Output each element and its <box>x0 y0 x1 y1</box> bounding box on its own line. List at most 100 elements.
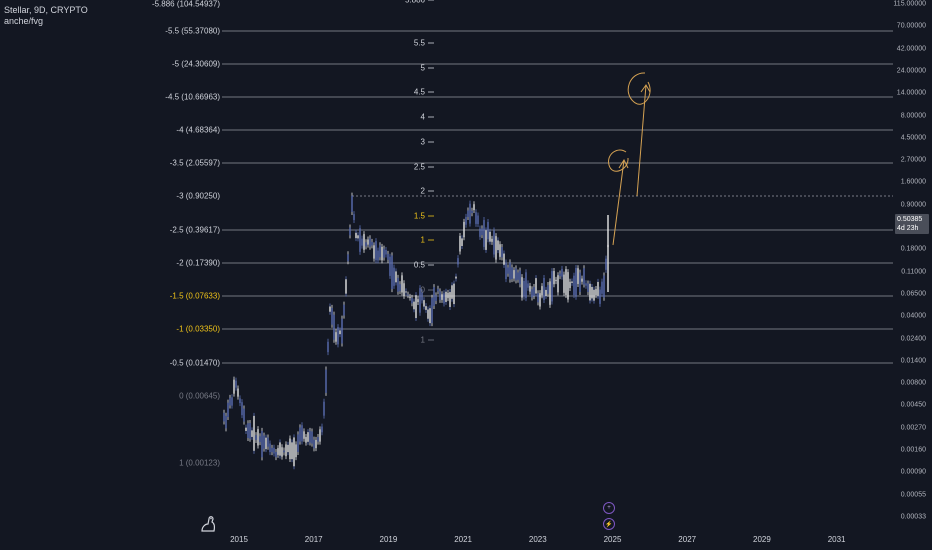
candle-body <box>393 267 395 286</box>
candle-body <box>511 267 513 280</box>
price-axis-label: 1.60000 <box>900 178 926 186</box>
candle-body <box>359 228 361 252</box>
candle-body <box>363 234 365 250</box>
candle-body <box>597 281 599 296</box>
wave-level-label: 2 <box>420 186 425 196</box>
time-axis-label: 2021 <box>454 535 472 544</box>
fib-level-label: -2.5 (0.39617) <box>169 225 220 235</box>
candle-body <box>591 286 593 299</box>
candle-body <box>559 273 561 277</box>
arrow-head-2 <box>640 84 651 93</box>
candle-body <box>431 297 433 324</box>
candle-body <box>233 379 235 394</box>
price-axis-label: 0.18000 <box>900 245 926 253</box>
fib-level-label: -4 (4.68364) <box>176 125 220 135</box>
candle-body <box>531 289 533 298</box>
candle-body <box>467 210 469 218</box>
candle-body <box>569 281 571 289</box>
symbol-title: Stellar, 9D, CRYPTO <box>4 5 88 15</box>
event-marker-plus-icon[interactable]: + <box>603 502 615 514</box>
wave-level-label: 4.5 <box>413 87 425 97</box>
candle-body <box>309 430 311 443</box>
candle-body <box>361 238 363 246</box>
candle-body <box>315 439 317 449</box>
time-axis-label: 2029 <box>752 535 771 544</box>
candle-body <box>465 216 467 225</box>
candle-body <box>517 272 519 280</box>
candle-body <box>283 450 285 453</box>
candle-body <box>481 228 483 236</box>
wave-level-label: 3 <box>420 137 425 147</box>
candle-body <box>469 203 471 224</box>
fib-level-label: 0 (0.00645) <box>179 391 220 401</box>
candle-body <box>317 436 319 442</box>
candle-body <box>483 220 485 247</box>
drawing-annotations <box>608 72 651 246</box>
candle-body <box>455 276 457 279</box>
candle-body <box>227 402 229 418</box>
candle-body <box>285 444 287 457</box>
fib-level-label: -3.5 (2.05597) <box>169 158 220 168</box>
price-axis-label: 2.70000 <box>900 156 926 164</box>
candle-body <box>311 431 313 444</box>
candle-body <box>593 289 595 301</box>
candle-body <box>447 292 449 299</box>
candle-body <box>253 415 255 451</box>
candle-body <box>325 369 327 393</box>
candle-body <box>433 287 435 306</box>
candle-body <box>379 245 381 258</box>
candle-body <box>425 306 427 310</box>
candle-body <box>565 269 567 295</box>
wave-level-label: 1 <box>420 235 425 245</box>
price-axis-label: 0.00450 <box>900 401 926 409</box>
candle-body <box>281 447 283 457</box>
candle-body <box>599 289 601 304</box>
price-axis-label: 115.00000 <box>893 0 926 8</box>
chart-legend: Stellar, 9D, CRYPTO anche/fvg <box>4 5 88 27</box>
fib-level-label: -1.5 (0.07633) <box>169 291 220 301</box>
wave-level-label: 4 <box>420 112 425 122</box>
current-price-value: 0.50385 <box>897 216 923 223</box>
tradingview-logo-icon[interactable] <box>199 513 219 533</box>
candle-body <box>443 293 445 304</box>
candle-body <box>247 423 249 438</box>
candle-body <box>295 444 297 458</box>
candle-body <box>273 447 275 454</box>
candle-body <box>365 242 367 247</box>
candle-body <box>583 268 585 285</box>
candle-body <box>301 425 303 442</box>
candle-body <box>437 288 439 292</box>
candle-body <box>537 293 539 303</box>
price-axis-label: 4.50000 <box>900 134 926 142</box>
candle-body <box>327 341 329 353</box>
candle-body <box>289 438 291 460</box>
candle-body <box>229 397 231 406</box>
indicator-name: anche/fvg <box>4 16 44 26</box>
candle-body <box>435 295 437 302</box>
candle-body <box>445 291 447 302</box>
event-marker-lightning-icon[interactable]: ⚡ <box>603 518 615 530</box>
candle-body <box>497 240 499 251</box>
price-axis-label: 0.00055 <box>900 491 926 499</box>
circle-2 <box>627 72 651 105</box>
candle-body <box>355 232 357 239</box>
candle-body <box>343 304 345 316</box>
candle-body <box>507 267 509 274</box>
time-axis-label: 2023 <box>528 535 547 544</box>
candle-body <box>231 397 233 406</box>
candle-body <box>505 262 507 280</box>
candle-body <box>457 258 459 265</box>
candle-body <box>329 306 331 312</box>
candle-body <box>453 283 455 305</box>
candle-body <box>451 285 453 299</box>
candle-body <box>589 283 591 301</box>
candle-body <box>225 415 227 429</box>
price-axis-label: 70.00000 <box>896 22 926 30</box>
candle-body <box>265 437 267 450</box>
candle-body <box>299 427 301 442</box>
candle-body <box>271 447 273 453</box>
candle-body <box>275 451 277 458</box>
candle-body <box>375 241 377 261</box>
wave-level-label: 1.5 <box>413 211 425 221</box>
